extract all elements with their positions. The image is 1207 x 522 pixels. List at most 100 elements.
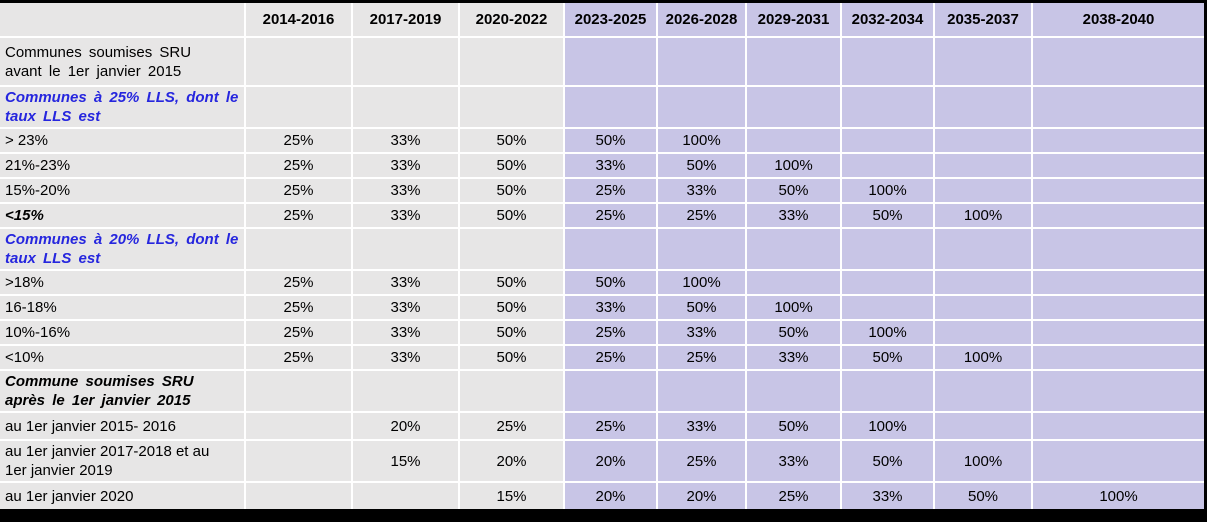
data-cell: 100%	[935, 204, 1033, 229]
data-cell	[842, 87, 935, 129]
data-cell	[935, 129, 1033, 154]
data-cell: 50%	[460, 179, 565, 204]
data-cell: 50%	[460, 129, 565, 154]
data-cell: 100%	[658, 271, 747, 296]
table-body: Communes soumises SRU avant le 1er janvi…	[0, 38, 1204, 509]
data-cell: 50%	[460, 271, 565, 296]
data-cell: 25%	[565, 321, 658, 346]
row-label: 15%-20%	[0, 179, 246, 204]
data-cell	[1033, 296, 1204, 321]
data-cell	[842, 229, 935, 271]
column-header: 2035-2037	[935, 3, 1033, 38]
data-cell: 100%	[747, 154, 842, 179]
data-cell: 25%	[658, 204, 747, 229]
data-cell	[658, 371, 747, 413]
data-cell: 100%	[658, 129, 747, 154]
data-cell	[353, 483, 460, 509]
data-cell	[747, 271, 842, 296]
data-cell: 25%	[658, 441, 747, 483]
data-cell	[935, 413, 1033, 441]
data-cell	[1033, 321, 1204, 346]
row-label: Communes soumises SRU avant le 1er janvi…	[0, 38, 246, 87]
data-cell	[935, 321, 1033, 346]
data-cell	[747, 87, 842, 129]
data-cell: 25%	[246, 179, 353, 204]
data-cell	[842, 129, 935, 154]
data-cell	[460, 38, 565, 87]
table-row: <10% 25% 33% 50% 25% 25% 33% 50% 100%	[0, 346, 1204, 371]
data-cell	[747, 38, 842, 87]
row-label: au 1er janvier 2020	[0, 483, 246, 509]
data-cell: 25%	[246, 296, 353, 321]
row-label: <10%	[0, 346, 246, 371]
data-cell: 20%	[565, 483, 658, 509]
data-cell: 33%	[353, 154, 460, 179]
data-cell: 20%	[460, 441, 565, 483]
data-cell: 50%	[460, 154, 565, 179]
data-cell: 25%	[565, 346, 658, 371]
data-cell	[565, 38, 658, 87]
data-cell: 100%	[935, 441, 1033, 483]
data-cell	[658, 87, 747, 129]
data-cell	[935, 38, 1033, 87]
data-cell	[658, 38, 747, 87]
data-cell: 25%	[246, 346, 353, 371]
column-header: 2023-2025	[565, 3, 658, 38]
data-cell: 50%	[658, 154, 747, 179]
data-cell: 25%	[747, 483, 842, 509]
data-cell	[1033, 371, 1204, 413]
data-cell: 25%	[565, 204, 658, 229]
data-cell	[1033, 179, 1204, 204]
data-cell: 20%	[565, 441, 658, 483]
data-cell: 50%	[460, 321, 565, 346]
sru-rattrapage-table: 2014-2016 2017-2019 2020-2022 2023-2025 2026…	[0, 3, 1204, 509]
row-label: Commune soumises SRU après le 1er janvie…	[0, 371, 246, 413]
column-header: 2026-2028	[658, 3, 747, 38]
table-row: au 1er janvier 2017-2018 et au 1er janvi…	[0, 441, 1204, 483]
data-cell	[1033, 413, 1204, 441]
data-cell: 33%	[747, 204, 842, 229]
data-cell: 33%	[658, 179, 747, 204]
table-row: 21%-23% 25% 33% 50% 33% 50% 100%	[0, 154, 1204, 179]
data-cell: 33%	[842, 483, 935, 509]
data-cell	[246, 413, 353, 441]
data-cell: 25%	[565, 413, 658, 441]
data-cell: 33%	[658, 413, 747, 441]
corner-cell	[0, 3, 246, 38]
data-cell: 100%	[842, 179, 935, 204]
data-cell	[842, 296, 935, 321]
table-head: 2014-2016 2017-2019 2020-2022 2023-2025 2026…	[0, 3, 1204, 38]
data-cell: 33%	[353, 346, 460, 371]
data-cell: 15%	[353, 441, 460, 483]
table-row: Communes à 25% LLS, dont le taux LLS est	[0, 87, 1204, 129]
data-cell: 50%	[460, 204, 565, 229]
data-cell	[935, 154, 1033, 179]
data-cell: 50%	[842, 346, 935, 371]
data-cell	[935, 271, 1033, 296]
data-cell	[747, 229, 842, 271]
data-cell: 50%	[842, 204, 935, 229]
data-cell	[246, 483, 353, 509]
header-row: 2014-2016 2017-2019 2020-2022 2023-2025 2026…	[0, 3, 1204, 38]
data-cell	[1033, 129, 1204, 154]
data-cell: 25%	[246, 129, 353, 154]
data-cell: 100%	[747, 296, 842, 321]
data-cell	[935, 229, 1033, 271]
data-cell: 33%	[747, 441, 842, 483]
data-cell	[246, 371, 353, 413]
data-cell	[1033, 38, 1204, 87]
column-header: 2029-2031	[747, 3, 842, 38]
data-cell	[658, 229, 747, 271]
data-cell	[935, 179, 1033, 204]
data-cell	[1033, 441, 1204, 483]
data-cell: 100%	[842, 413, 935, 441]
data-cell	[1033, 271, 1204, 296]
column-header: 2020-2022	[460, 3, 565, 38]
data-cell	[1033, 229, 1204, 271]
data-cell: 33%	[353, 296, 460, 321]
data-cell: 50%	[460, 296, 565, 321]
data-cell	[353, 371, 460, 413]
data-cell: 25%	[565, 179, 658, 204]
data-cell: 20%	[658, 483, 747, 509]
